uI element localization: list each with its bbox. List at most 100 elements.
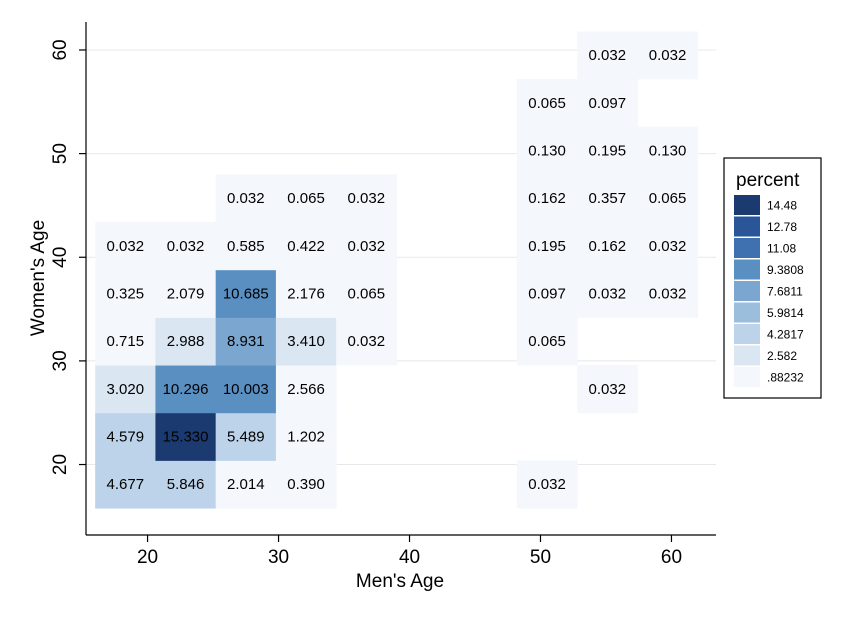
heatmap-cell (95, 460, 156, 509)
cell-value-label: 0.065 (649, 190, 687, 207)
legend-label: 4.2817 (767, 328, 804, 342)
heatmap-cell (155, 222, 217, 271)
heatmap-cell (577, 174, 638, 223)
heatmap-cell (215, 269, 277, 318)
heatmap-cell (275, 174, 337, 223)
cell-value-label: 0.032 (589, 286, 627, 303)
cell-value-label: 0.032 (227, 190, 265, 207)
axes (85, 22, 716, 536)
heatmap-cell (637, 31, 699, 80)
heatmap-cell (95, 365, 156, 414)
cell-value-label: 0.065 (528, 95, 566, 112)
heatmap-cell (155, 365, 217, 414)
legend-swatch (734, 302, 760, 323)
heatmap-cell (95, 412, 156, 461)
heatmap-cell (516, 126, 578, 175)
legend-label: 5.9814 (767, 306, 804, 320)
cell-value-label: 0.032 (348, 238, 386, 255)
cell-value-label: 5.846 (167, 476, 205, 493)
cell-value-label: 4.579 (107, 429, 145, 446)
cell-value-label: 0.715 (107, 333, 145, 350)
heatmap-cell (336, 317, 397, 366)
heatmap-cell (637, 222, 699, 271)
cell-value-label: 0.032 (167, 238, 205, 255)
cell-value-label: 0.195 (528, 238, 566, 255)
cell-value-label: 0.032 (348, 333, 386, 350)
heatmap-cell (577, 365, 638, 414)
heatmap-cell (336, 222, 397, 271)
heatmap-cell (275, 317, 337, 366)
heatmap-cell (95, 317, 156, 366)
legend-title: percent (736, 170, 800, 191)
cell-value-label: 0.325 (107, 286, 145, 303)
legend-swatch (734, 259, 760, 280)
cell-value-label: 2.079 (167, 286, 205, 303)
legend-swatch (734, 238, 760, 258)
cell-value-label: 10.003 (223, 381, 269, 398)
cell-value-label: 0.162 (528, 190, 566, 207)
heatmap-cell (637, 174, 699, 223)
cell-value-label: 3.410 (287, 333, 325, 350)
x-tick-label: 30 (268, 547, 289, 568)
heatmap-cell (155, 317, 217, 366)
y-tick-label: 30 (50, 350, 71, 371)
heatmap-cell (577, 31, 638, 80)
heatmap-cell (155, 269, 217, 318)
cell-value-label: 0.032 (649, 238, 687, 255)
y-axis-ticks: 20 30 40 50 60 (50, 39, 86, 475)
cell-value-label: 10.296 (163, 381, 209, 398)
heatmap-cell (275, 412, 337, 461)
heatmap-cell (516, 460, 578, 509)
heatmap-cell (336, 269, 397, 318)
x-axis-ticks: 20 30 40 50 60 (137, 535, 682, 568)
heatmap-cell (637, 126, 699, 175)
y-tick-label: 60 (50, 39, 71, 60)
heatmap-cell (275, 269, 337, 318)
cell-value-label: 0.585 (227, 238, 265, 255)
legend-swatch (734, 281, 760, 301)
legend-label: 7.6811 (767, 285, 803, 299)
cell-value-label: 0.032 (649, 47, 687, 64)
cell-value-label: 0.065 (287, 190, 325, 207)
heatmap-cells (95, 31, 699, 509)
heatmap-cell (215, 460, 277, 509)
cell-value-label: 0.390 (287, 476, 325, 493)
heatmap-cell (336, 174, 397, 223)
cell-value-label: 2.014 (227, 476, 265, 493)
legend-label: 11.08 (767, 242, 796, 256)
x-tick-label: 40 (399, 547, 420, 568)
legend-label: 14.48 (767, 199, 797, 213)
legend-entries: 14.48 12.78 11.08 9.3808 7.6811 5.9814 4.2817 2… (734, 195, 804, 387)
heatmap-cell (275, 365, 337, 414)
cell-value-label: 0.162 (589, 238, 627, 255)
legend-label: .88232 (767, 371, 804, 385)
x-tick-label: 60 (661, 547, 682, 568)
cell-value-label: 0.357 (589, 190, 627, 207)
legend: percent 14.48 12.78 11.08 9.3808 7.6811 5.981… (723, 157, 822, 399)
y-tick-label: 50 (50, 143, 71, 164)
cell-value-label: 0.032 (589, 47, 627, 64)
cell-value-label: 5.489 (227, 429, 265, 446)
heatmap-cell (215, 412, 277, 461)
heatmap-cell (155, 460, 217, 509)
heatmap-cell (516, 317, 578, 366)
cell-value-label: 0.130 (649, 143, 687, 160)
heatmap-cell (275, 222, 337, 271)
cell-value-label: 0.032 (107, 238, 145, 255)
legend-label: 9.3808 (767, 263, 804, 277)
cell-value-label: 0.032 (348, 190, 386, 207)
cell-value-label: 3.020 (107, 381, 145, 398)
heatmap-cell (95, 269, 156, 318)
x-tick-label: 50 (530, 547, 551, 568)
cell-value-label: 0.422 (287, 238, 325, 255)
heatmap-cell (215, 222, 277, 271)
heatmap-cell (215, 365, 277, 414)
heatmap-cell (516, 79, 578, 128)
cell-value-label: 8.931 (227, 333, 265, 350)
cell-value-label: 0.032 (528, 476, 566, 493)
cell-value-label: 0.065 (528, 333, 566, 350)
heatmap-cell (95, 222, 156, 271)
x-tick-label: 20 (137, 547, 158, 568)
heatmap-cell (516, 269, 578, 318)
cell-value-label: 0.097 (528, 286, 566, 303)
